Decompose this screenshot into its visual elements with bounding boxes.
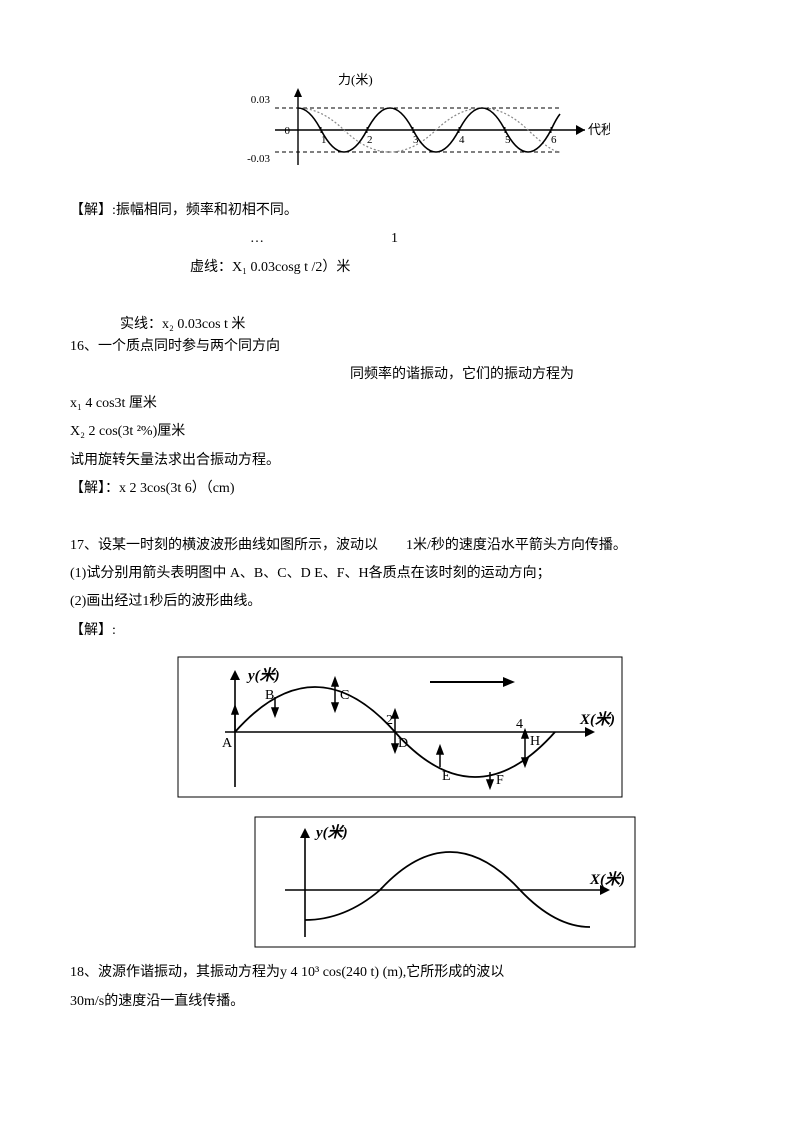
solid-eq: 实线：x₂ 0.03cos t 米 [120,314,730,336]
svg-text:4: 4 [516,717,523,732]
svg-text:2: 2 [386,713,393,728]
oscillation-plot: 力(米) 0.03 0 -0.03 1 2 3 4 5 6 代秒) [190,70,610,190]
fig1-xlabel: 代秒) [588,122,610,137]
svg-text:A: A [222,736,233,751]
ellipsis: … [250,231,264,246]
q16b: 同频率的谐振动，它们的振动方程为 [350,364,730,386]
svg-text:C: C [340,688,349,703]
svg-text:D: D [398,736,408,751]
fig3-border [255,817,635,947]
q16a: 16、一个质点同时参与两个同方向 [70,336,730,358]
y-arrow-3 [300,828,310,838]
x-arrow-2 [585,727,595,737]
eq2: X₂ 2 cos(3t ²%)厘米 [70,421,730,443]
solution-1: 【解】:振幅相同，频率和初相不同。 [70,200,730,222]
q17c: (2)画出经过1秒后的波形曲线。 [70,591,730,613]
q16c: 试用旋转矢量法求出合振动方程。 [70,450,730,472]
svg-text:4: 4 [459,134,465,146]
figure-2: y(米) X(米) A B C 2 D E F 4 H [70,652,730,802]
solution-3: 【解】: [70,620,730,642]
eq1: x₁ 4 cos3t 厘米 [70,393,730,415]
ytick-mid: 0 [285,125,291,137]
fig2-xlabel: X(米) [579,711,615,728]
svg-text:F: F [496,773,504,788]
fig1-ylabel: 力(米) [338,72,373,87]
figure-1: 力(米) 0.03 0 -0.03 1 2 3 4 5 6 代秒) [70,70,730,190]
svg-text:E: E [442,769,451,784]
q17b: (1)试分别用箭头表明图中 A、B、C、D E、F、H各质点在该时刻的运动方向； [70,563,730,585]
ytick-top: 0.03 [251,94,271,106]
solution-2: 【解】：x 2 3cos(3t 6）（cm) [70,478,730,500]
dots-row: … 1 [250,228,730,250]
wave-plot-2: y(米) X(米) [250,812,640,952]
q18a: 18、波源作谐振动，其振动方程为y 4 10³ cos(240 t) (m),它… [70,962,730,984]
y-arrow [294,88,302,97]
figure-3: y(米) X(米) [160,812,730,952]
fig2-ylabel: y(米) [246,667,280,684]
svg-text:6: 6 [551,134,557,146]
dir-arrow-head [503,677,515,687]
q17a: 17、设某一时刻的横波波形曲线如图所示，波动以 1米/秒的速度沿水平箭头方向传播… [70,535,730,557]
svg-text:B: B [265,688,274,703]
fig2-labels: A B C 2 D E F 4 H [222,688,540,788]
fig3-ylabel: y(米) [314,824,348,841]
svg-text:H: H [530,734,540,749]
dashed-eq: 虚线：X₁ 0.03cosg t /2）米 [190,257,730,279]
x-arrow [576,125,585,135]
one: 1 [391,231,398,246]
svg-text:2: 2 [367,134,373,146]
fig3-xlabel: X(米) [589,871,625,888]
fig2-border [178,657,622,797]
wave-plot-1: y(米) X(米) A B C 2 D E F 4 H [170,652,630,802]
q18b: 30m/s的速度沿一直线传播。 [70,991,730,1013]
ytick-bot: -0.03 [247,153,270,165]
y-arrow-2 [230,670,240,680]
motion-arrows [232,678,528,788]
